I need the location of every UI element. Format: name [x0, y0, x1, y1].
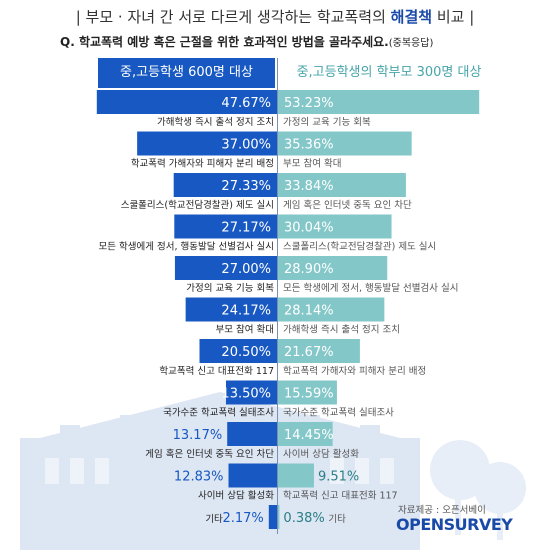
- parent-bar: [278, 256, 388, 280]
- student-category-label: 학교폭력 가해자와 피해자 분리 배정: [131, 158, 274, 170]
- title-prefix: | 부모 · 자녀 간 서로 다르게 생각하는 학교폭력의: [75, 8, 386, 26]
- parents-series-header: 중,고등학생의 학부모 300명 대상: [296, 65, 482, 80]
- parent-bar: [278, 173, 406, 197]
- student-value-label: 47.67%: [221, 96, 271, 111]
- student-category-label: 사이버 상담 활성화: [198, 490, 274, 502]
- parent-value-label: 9.51%: [318, 470, 359, 485]
- student-value-label: 2.17%: [222, 511, 263, 526]
- parent-value-label: 33.84%: [284, 179, 334, 194]
- title-highlight: 해결책: [390, 8, 433, 26]
- student-value-label: 37.00%: [221, 138, 271, 153]
- parent-value-label: 28.14%: [284, 304, 334, 319]
- student-bar: [137, 131, 277, 156]
- parent-value-label: 35.36%: [284, 138, 334, 153]
- parent-value-label: 53.23%: [284, 96, 334, 111]
- student-value-label: 12.83%: [174, 470, 224, 485]
- student-value-label: 13.50%: [221, 387, 271, 402]
- parent-category-label: 학교폭력 가해자와 피해자 분리 배정: [283, 365, 426, 377]
- parent-category-label: 부모 참여 확대: [283, 158, 341, 170]
- student-bar: [199, 339, 277, 363]
- student-bar: [228, 463, 277, 488]
- student-value-label: 13.17%: [173, 428, 223, 443]
- student-bar: [96, 90, 277, 114]
- students-series-header: 중,고등학생 600명 대상: [98, 58, 275, 88]
- parent-bar: [278, 131, 412, 156]
- question-text: Q. 학교폭력 예방 혹은 근절을 위한 효과적인 방법을 골라주세요.: [60, 35, 389, 49]
- student-bar: [173, 173, 277, 197]
- parent-value-label: 30.04%: [284, 221, 334, 236]
- parent-bar: [278, 214, 392, 239]
- page-title: | 부모 · 자녀 간 서로 다르게 생각하는 학교폭력의 해결책 비교 |: [0, 6, 550, 27]
- student-category-label: 부모 참여 확대: [216, 324, 274, 336]
- parent-category-label: 기타: [328, 514, 346, 525]
- parent-value-label: 15.59%: [284, 387, 334, 402]
- student-bar: [225, 380, 277, 405]
- parent-value-label: 0.38%: [283, 511, 324, 526]
- parent-bar: [278, 339, 360, 363]
- parent-value-label: 14.45%: [284, 428, 334, 443]
- parent-bar: [278, 505, 280, 529]
- student-value-label: 24.17%: [221, 304, 271, 319]
- parent-category-label: 가해학생 즉시 출석 정지 조치: [283, 324, 400, 336]
- parent-category-label: 학교폭력 신고 대표전화 117: [283, 490, 398, 502]
- student-bar: [174, 256, 277, 280]
- student-category-label: 가해학생 즉시 출석 정지 조치: [157, 116, 274, 128]
- parent-value-label: 21.67%: [284, 345, 334, 360]
- parent-bar: [278, 297, 385, 322]
- student-category-label: 기타: [205, 514, 223, 525]
- opensurvey-logo: OPENSURVEY: [396, 515, 513, 534]
- student-bar: [174, 214, 277, 239]
- student-bar: [268, 505, 277, 529]
- question-note: (중복응답): [388, 38, 434, 49]
- student-bar: [227, 422, 277, 446]
- parent-category-label: 가정의 교육 기능 회복: [283, 117, 371, 128]
- student-category-label: 가정의 교육 기능 회복: [186, 283, 274, 294]
- student-category-label: 학교폭력 신고 대표전화 117: [159, 365, 274, 377]
- parent-category-label: 국가수준 학교폭력 실태조사: [283, 407, 394, 419]
- parent-category-label: 게임 혹은 인터넷 중독 요인 차단: [283, 199, 412, 211]
- parent-category-label: 모든 학생에게 정서, 행동발달 선별검사 실시: [283, 282, 458, 294]
- parent-category-label: 사이버 상담 활성화: [283, 448, 359, 460]
- student-bar: [185, 297, 277, 322]
- student-value-label: 27.00%: [221, 262, 271, 277]
- parent-bar: [278, 463, 314, 488]
- source-credit: 자료제공 : 오픈서베이: [398, 505, 486, 516]
- student-value-label: 20.50%: [221, 345, 271, 360]
- student-category-label: 스쿨폴리스(학교전담경찰관) 제도 실시: [121, 199, 274, 211]
- student-category-label: 국가수준 학교폭력 실태조사: [163, 407, 274, 419]
- student-category-label: 모든 학생에게 정서, 행동발달 선별검사 실시: [99, 241, 274, 253]
- parent-bar: [278, 422, 333, 446]
- parent-category-label: 스쿨폴리스(학교전담경찰관) 제도 실시: [283, 241, 436, 253]
- title-suffix: 비교 |: [436, 8, 475, 26]
- parent-bar: [278, 90, 480, 114]
- parent-value-label: 28.90%: [284, 262, 334, 277]
- parent-bar: [278, 380, 337, 405]
- survey-question: Q. 학교폭력 예방 혹은 근절을 위한 효과적인 방법을 골라주세요.(중복응…: [60, 33, 540, 50]
- student-category-label: 게임 혹은 인터넷 중독 요인 차단: [145, 448, 274, 460]
- center-divider: [277, 58, 278, 534]
- student-value-label: 27.17%: [221, 221, 271, 236]
- student-value-label: 27.33%: [221, 179, 271, 194]
